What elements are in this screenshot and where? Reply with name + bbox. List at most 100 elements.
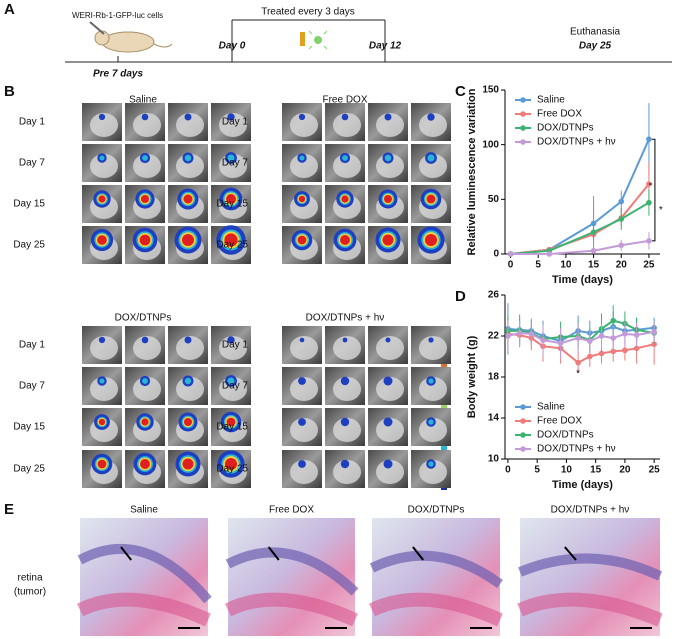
arrow: [120, 546, 132, 561]
data-point: [651, 329, 657, 335]
signal: [224, 233, 238, 247]
signal: [183, 194, 193, 204]
legend-label: DOX/DTNPs + hν: [537, 444, 616, 455]
mouse-body: [419, 336, 447, 360]
mouse-body: [333, 154, 361, 178]
legend-marker: [520, 97, 526, 103]
mouse-body: [333, 418, 361, 442]
x-tick-label: 20: [616, 260, 628, 271]
tissue: [224, 592, 358, 627]
mouse-body: [290, 418, 318, 442]
legend-marker: [520, 139, 526, 145]
x-axis-label: Time (days): [552, 274, 613, 286]
data-point: [587, 338, 593, 344]
signal: [142, 378, 148, 384]
mouse-body: [419, 460, 447, 484]
data-point: [633, 332, 640, 338]
image-title: Saline: [130, 505, 158, 516]
row-label: Day 7: [222, 158, 249, 169]
data-point: [651, 341, 657, 348]
data-point: [590, 229, 597, 235]
signal: [97, 235, 107, 245]
mouse-body: [290, 460, 318, 484]
legend-label: Free DOX: [537, 416, 582, 427]
mouse-body: [419, 418, 447, 442]
mouse-body: [376, 418, 404, 442]
signal: [383, 459, 393, 469]
data-point: [618, 198, 625, 205]
signal: [382, 234, 394, 246]
signal: [98, 418, 106, 426]
row-label: Day 7: [19, 381, 46, 392]
signal: [142, 155, 148, 161]
y-tick-label: 22: [488, 331, 500, 342]
data-point: [575, 359, 581, 366]
signal: [428, 461, 434, 467]
mouse-body: [290, 113, 318, 137]
tissue: [369, 550, 503, 589]
data-point: [598, 350, 605, 357]
data-point: [622, 331, 628, 337]
legend-label: DOX/DTNPs + hν: [537, 137, 616, 148]
signal: [299, 155, 305, 161]
mouse-body: [219, 336, 247, 360]
annotation: *: [576, 369, 580, 380]
signal: [340, 235, 350, 245]
mouse-body: [290, 377, 318, 401]
mouse-body: [133, 154, 161, 178]
mouse-body: [333, 336, 361, 360]
signal: [227, 377, 235, 385]
tissue: [518, 553, 663, 581]
data-point: [528, 331, 535, 337]
row-label: Day 7: [222, 381, 249, 392]
data-point: [610, 335, 617, 341]
signal: [428, 337, 434, 343]
row-label: Day 15: [216, 422, 248, 433]
tissue: [77, 543, 212, 604]
signal: [383, 376, 393, 386]
signal: [182, 458, 194, 470]
signal: [224, 457, 238, 471]
y-tick-label: 18: [488, 372, 500, 383]
row-label: Day 15: [216, 199, 248, 210]
data-point: [633, 345, 640, 352]
image-title: DOX/DTNPs: [408, 505, 465, 516]
tissue: [225, 547, 359, 596]
row-label: Day 15: [13, 422, 45, 433]
label: Day 12: [369, 41, 402, 52]
mouse-body: [133, 336, 161, 360]
signal: [99, 378, 105, 384]
data-point: [505, 333, 511, 339]
x-tick-label: 5: [535, 260, 541, 271]
row-label: Day 25: [13, 464, 45, 475]
signal: [340, 376, 350, 386]
mouse-icon: [89, 21, 173, 53]
group-title: DOX/DTNPs: [115, 313, 172, 324]
tissue: [76, 592, 211, 627]
label: Day 25: [579, 41, 612, 52]
panel-letter: B: [4, 83, 15, 100]
signal: [99, 155, 105, 161]
label: WERI-Rb-1-GFP-luc cells: [72, 11, 163, 20]
mouse-body: [419, 113, 447, 137]
x-tick-label: 10: [560, 260, 572, 271]
image-title: DOX/DTNPs + hν: [551, 505, 630, 516]
x-tick-label: 15: [588, 260, 600, 271]
signal: [383, 417, 393, 427]
signal: [341, 113, 349, 121]
mouse-body: [90, 154, 118, 178]
row-label: Day 7: [19, 158, 46, 169]
mouse-body: [176, 113, 204, 137]
injection-icon: [300, 30, 328, 50]
data-point: [618, 216, 625, 222]
mouse-body: [133, 377, 161, 401]
mouse-body: [90, 336, 118, 360]
row-label: Day 1: [222, 340, 249, 351]
row-label: Day 1: [222, 117, 249, 128]
data-point: [618, 242, 625, 249]
row-label: (tumor): [14, 587, 46, 598]
legend-label: DOX/DTNPs: [537, 430, 594, 441]
signal: [297, 235, 307, 245]
mouse-body: [376, 113, 404, 137]
mouse-body: [376, 336, 404, 360]
